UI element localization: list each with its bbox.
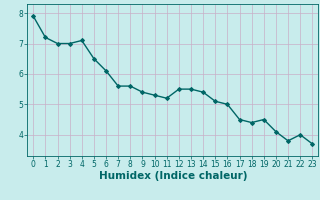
X-axis label: Humidex (Indice chaleur): Humidex (Indice chaleur)	[99, 171, 247, 181]
